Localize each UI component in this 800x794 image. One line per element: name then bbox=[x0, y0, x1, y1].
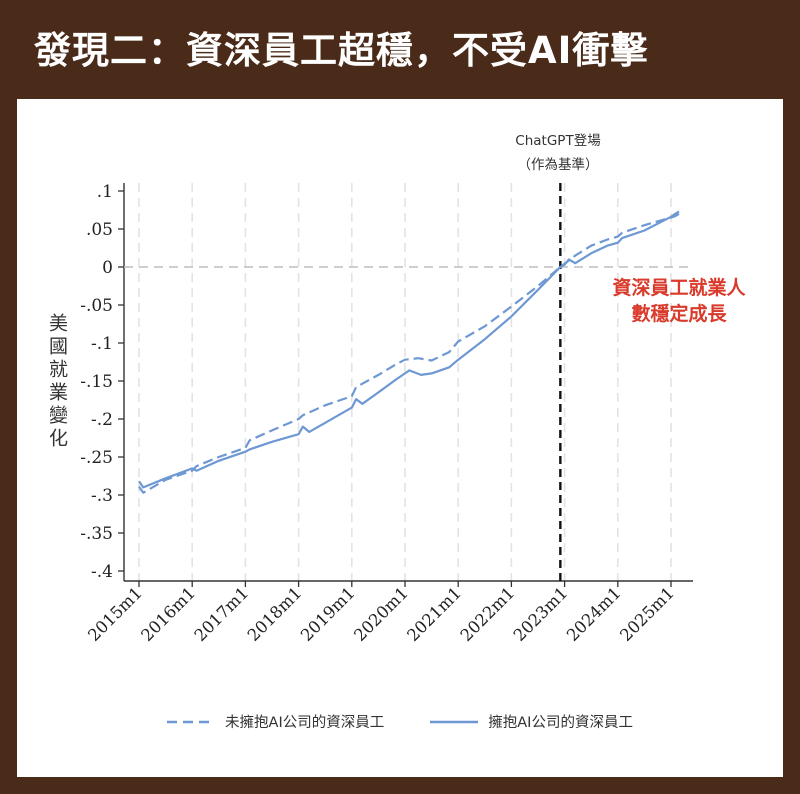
x-tick-label-7: 2022m1 bbox=[457, 583, 519, 645]
legend-label-solid: 擁抱AI公司的資深員工 bbox=[488, 715, 633, 731]
y-tick-label-8: -.3 bbox=[91, 486, 113, 506]
y-tick-label-10: -.4 bbox=[91, 562, 113, 582]
y-tick-label-2: 0 bbox=[102, 258, 113, 278]
callout-note: 資深員工就業人 數穩定成長 bbox=[594, 275, 764, 327]
x-tick-label-6: 2021m1 bbox=[403, 583, 465, 645]
x-tick-label-9: 2024m1 bbox=[563, 583, 625, 645]
y-tick-label-4: -.1 bbox=[91, 334, 113, 354]
legend-swatch-dashed bbox=[167, 720, 216, 723]
x-tick-label-0: 2015m1 bbox=[84, 583, 146, 645]
event-annotation: ChatGPT登場 （作為基準） bbox=[483, 129, 633, 177]
legend-item-dashed: 未擁抱AI公司的資深員工 bbox=[167, 711, 384, 732]
x-tick-label-5: 2020m1 bbox=[350, 583, 412, 645]
y-tick-label-6: -.2 bbox=[91, 410, 113, 430]
y-tick-label-5: -.15 bbox=[80, 372, 113, 392]
legend-item-solid: 擁抱AI公司的資深員工 bbox=[430, 711, 633, 732]
page-title: 發現二：資深員工超穩，不受AI衝擊 bbox=[34, 29, 649, 72]
y-tick-label-7: -.25 bbox=[80, 448, 113, 468]
legend-swatch-solid bbox=[430, 720, 479, 723]
chart-panel: .1 .05 0 -.05 -.1 -.15 -.2 -.25 -.3 -.35 -.4 2015m1… bbox=[17, 99, 783, 777]
legend: 未擁抱AI公司的資深員工 擁抱AI公司的資深員工 bbox=[17, 711, 783, 732]
callout-line-1: 資深員工就業人 bbox=[612, 277, 746, 299]
event-sublabel: （作為基準） bbox=[517, 157, 599, 173]
employment-line-chart: .1 .05 0 -.05 -.1 -.15 -.2 -.25 -.3 -.35 -.42015m1… bbox=[80, 182, 693, 645]
x-tick-label-10: 2025m1 bbox=[616, 583, 678, 645]
series-line-solid bbox=[138, 210, 680, 489]
x-tick-label-3: 2018m1 bbox=[244, 583, 306, 645]
x-tick-label-4: 2019m1 bbox=[297, 583, 359, 645]
y-tick-label-3: -.05 bbox=[80, 296, 113, 316]
x-tick-label-1: 2016m1 bbox=[137, 583, 199, 645]
callout-line-2: 數穩定成長 bbox=[631, 303, 727, 325]
legend-label-dashed: 未擁抱AI公司的資深員工 bbox=[225, 715, 385, 731]
x-tick-label-2: 2017m1 bbox=[191, 583, 253, 645]
y-tick-label-9: -.35 bbox=[80, 524, 113, 544]
event-label: ChatGPT登場 bbox=[515, 133, 601, 149]
y-tick-label-1: .05 bbox=[86, 220, 113, 240]
y-axis-label: 美國就業變化 bbox=[46, 313, 68, 451]
x-tick-label-8: 2023m1 bbox=[510, 583, 572, 645]
series-line-dashed bbox=[138, 212, 680, 494]
y-tick-label-0: .1 bbox=[97, 182, 113, 202]
